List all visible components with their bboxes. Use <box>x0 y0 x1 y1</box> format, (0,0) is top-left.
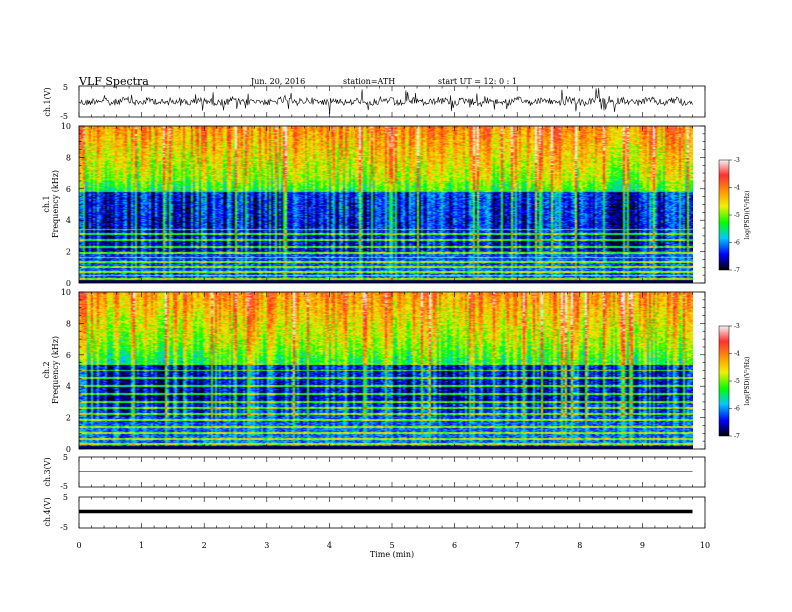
ch4-axis-label: ch.4(V) <box>43 497 52 526</box>
spectrogram-ch1-image <box>79 126 693 283</box>
y-tick-label: 2 <box>66 248 71 257</box>
y-tick-label: 10 <box>61 288 71 297</box>
x-tick-label: 1 <box>139 541 144 550</box>
x-tick-label: 6 <box>452 541 457 550</box>
x-axis-ticks <box>78 86 706 528</box>
ch1-trace <box>78 87 693 115</box>
colorbar-tick-label: -5 <box>734 378 740 385</box>
x-tick-label: 10 <box>700 541 710 550</box>
ch4-tick-min: -5 <box>60 523 68 532</box>
x-tick-label: 0 <box>76 541 81 550</box>
y-tick-label: 0 <box>66 279 71 288</box>
colorbar-ch2-label: log(PSD)(V²/Hz) <box>744 357 751 406</box>
colorbar-tick-label: -3 <box>734 323 740 330</box>
ch3-tick-max: 5 <box>63 453 68 462</box>
colorbar-ch1: -3 -4 -5 -6 -7 log(PSD)(V²/Hz) <box>718 157 751 274</box>
x-tick-label: 9 <box>640 541 645 550</box>
colorbar-ch1-ticks: -3 -4 -5 -6 -7 <box>729 157 740 274</box>
x-tick-label: 8 <box>577 541 582 550</box>
x-axis-label: Time (min) <box>370 550 414 559</box>
colorbar-tick-label: -7 <box>734 267 740 274</box>
x-tick-label: 5 <box>389 541 394 550</box>
colorbar-tick-label: -6 <box>734 406 740 413</box>
ch4-tick-max: 5 <box>63 493 68 502</box>
colorbar-ch2-gradient <box>718 325 730 437</box>
colorbar-tick-label: -3 <box>734 157 740 164</box>
spectrogram-ch2-y-label: Frequency (kHz) <box>51 336 60 404</box>
x-tick-label: 7 <box>515 541 520 550</box>
spectrogram-ch2-y-ticks: 0 2 4 6 8 10 <box>61 288 705 454</box>
y-tick-label: 6 <box>66 185 71 194</box>
y-tick-label: 10 <box>61 122 71 131</box>
header-start-time: start UT = 12: 0 : 1 <box>438 77 517 86</box>
spectrogram-ch2-panel: 0 2 4 6 8 10 ch.2 Frequency (kHz) <box>42 288 706 454</box>
colorbar-tick-label: -4 <box>734 351 740 358</box>
ch1-tick-max: 5 <box>63 83 68 92</box>
y-tick-label: 4 <box>66 216 71 225</box>
y-tick-label: 2 <box>66 414 71 423</box>
x-axis-tick-labels: 0 1 2 3 4 5 6 7 8 9 10 <box>76 541 710 550</box>
y-tick-label: 6 <box>66 351 71 360</box>
colorbar-tick-label: -5 <box>734 212 740 219</box>
spectrogram-ch2-channel-label: ch.2 <box>42 361 51 378</box>
spectrogram-ch1-y-ticks: 0 2 4 6 8 10 <box>61 122 705 288</box>
header-station: station=ATH <box>343 77 395 86</box>
x-tick-label: 3 <box>264 541 269 550</box>
ch3-axis-label: ch.3(V) <box>43 457 52 486</box>
colorbar-tick-label: -6 <box>734 240 740 247</box>
ch3-tick-min: -5 <box>60 482 68 491</box>
y-tick-label: 4 <box>66 382 71 391</box>
y-tick-label: 8 <box>66 153 71 162</box>
colorbar-tick-label: -4 <box>734 185 740 192</box>
colorbar-ch2: -3 -4 -5 -6 -7 log(PSD)(V²/Hz) <box>718 323 751 440</box>
header-date: Jun. 20, 2016 <box>250 77 305 86</box>
colorbar-ch1-gradient <box>718 159 730 271</box>
spectrogram-ch1-y-label: Frequency (kHz) <box>51 170 60 238</box>
ch1-tick-min: -5 <box>60 112 68 121</box>
spectrogram-ch1-channel-label: ch.1 <box>42 195 51 212</box>
colorbar-tick-label: -7 <box>734 433 740 440</box>
ch3-panel: 5 -5 ch.3(V) <box>43 453 706 491</box>
spectrogram-ch2-image <box>79 292 693 449</box>
spectrogram-ch1-panel: 0 2 4 6 8 10 ch.1 Frequency (kHz) <box>42 122 706 288</box>
ch1-axis-label: ch.1(V) <box>43 87 52 116</box>
x-tick-label: 4 <box>327 541 332 550</box>
y-tick-label: 0 <box>66 445 71 454</box>
colorbar-ch1-label: log(PSD)(V²/Hz) <box>744 191 751 240</box>
colorbar-ch2-ticks: -3 -4 -5 -6 -7 <box>729 323 740 440</box>
ch1-panel: 5 -5 ch.1(V) <box>43 83 706 121</box>
figure-title: VLF Spectra <box>78 75 149 88</box>
y-tick-label: 8 <box>66 319 71 328</box>
ch4-panel: 5 -5 ch.4(V) <box>43 493 706 532</box>
x-tick-label: 2 <box>202 541 207 550</box>
